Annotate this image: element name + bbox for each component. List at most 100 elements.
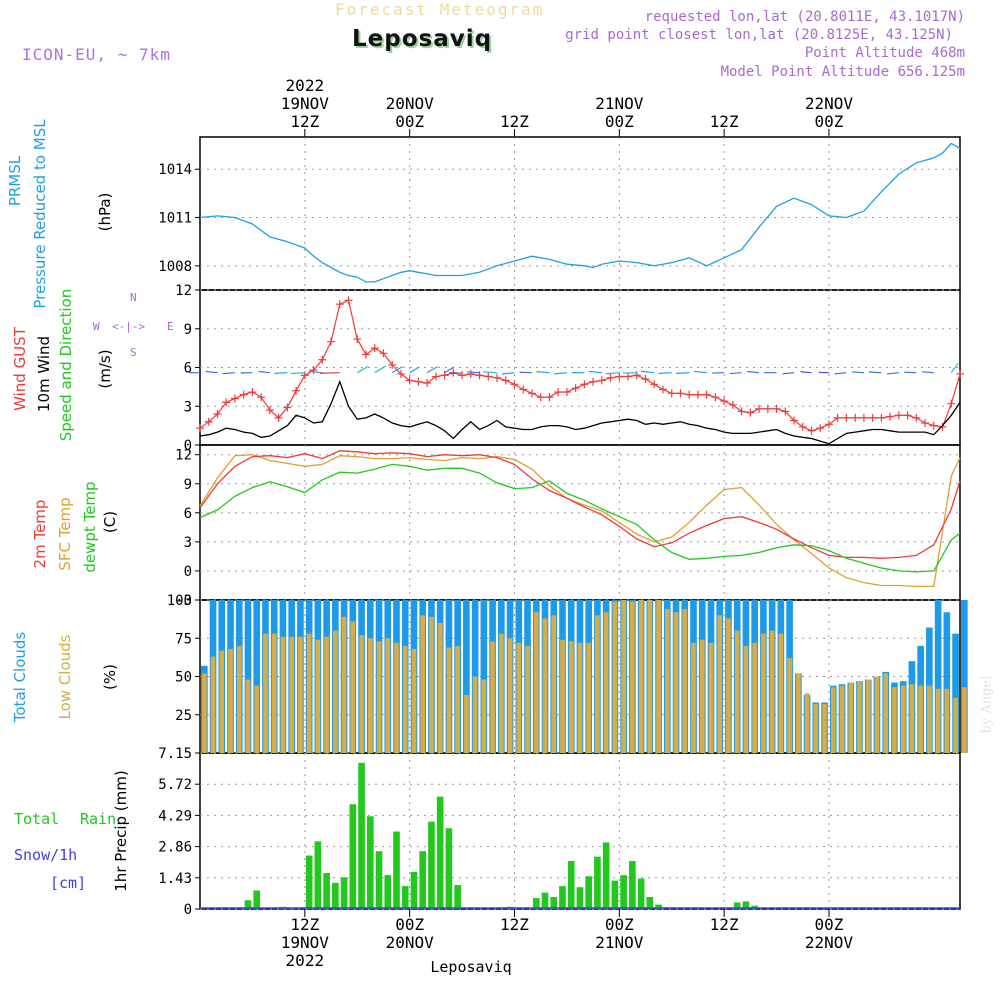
rain-bar [655,904,662,909]
wind-gust-point [327,337,336,346]
wind-gust-point [309,366,318,375]
wind-direction-arrow [868,371,882,374]
wind-gust-point [720,397,729,406]
low-cloud-bar [542,618,548,753]
y-tick-label: 2.86 [158,840,192,856]
wind-gust-point [449,368,458,377]
rain-bar [340,877,348,909]
wind-gust-point [763,404,772,413]
low-cloud-bar [647,600,653,753]
low-cloud-bar [664,609,670,753]
wind-gust-point [204,417,213,426]
wind-direction-arrow [449,372,463,375]
wind-direction-arrow [950,363,959,374]
low-cloud-bar [944,688,950,753]
total-cloud-bar [480,600,488,753]
top-day-label: 22NOV [805,94,854,113]
footer-location: Leposaviq [430,958,511,976]
rain-bar [436,796,444,909]
y-tick-label: 12 [175,448,192,464]
low-cloud-bar [927,685,932,753]
top-day-label: 19NOV [281,94,330,113]
bottom-hour-label: 12Z [290,915,319,934]
wind-gust-point [562,388,571,397]
wind-direction-arrow [729,372,742,375]
low-cloud-bar [708,642,714,753]
wind-gust-point [947,399,956,408]
wind-gust-point [728,400,737,409]
wind-gust-point [300,371,309,380]
wind-gust-point [361,350,370,359]
low-cloud-bar [420,615,426,753]
rain-bar [611,880,619,909]
wind-direction-arrow [290,372,305,375]
wind-direction-arrow [391,366,403,374]
wind-gust-point [667,389,676,398]
wind-gust-point [536,393,545,402]
requested-coords: requested lon,lat (20.8011E, 43.1017N) [644,9,965,25]
low-cloud-bar [455,645,460,753]
wind-gust-point [370,344,379,353]
wind-gust-point [265,406,274,415]
wind-direction-arrow [605,372,620,375]
rain-bar [253,890,261,909]
wind-gust-point [641,375,650,384]
low-cloud-bar [341,616,347,753]
low-cloud-bar [280,636,286,753]
low-cloud-bar [289,636,294,753]
low-cloud-bar [935,688,941,753]
y-tick-label: 50 [175,670,192,686]
low-cloud-bar [472,676,478,753]
wind-gust-point [388,360,397,369]
wind-gust-point [353,335,362,344]
low-cloud-bar [394,642,399,753]
wind-gust-point [790,416,799,425]
compass-east: E [167,320,174,333]
rain-bar [576,887,584,909]
model-point-altitude: Model Point Altitude 656.125m [720,64,965,80]
top-hour-label: 00Z [395,112,424,131]
low-cloud-bar [682,609,688,753]
rain-bar [585,876,593,909]
low-cloud-bar [298,636,303,753]
low-cloud-bar [804,693,810,753]
bottom-hour-label: 00Z [395,915,424,934]
low-cloud-bar [909,684,915,753]
wind-direction-arrow [676,372,690,374]
wind-direction-arrow [886,372,899,375]
y-tick-label: 7.15 [158,746,192,762]
low-cloud-bar [595,615,600,753]
low-cloud-bar [219,650,225,753]
rain-bar [532,898,540,909]
low-cloud-bar [499,633,504,753]
low-cloud-bar [254,685,260,753]
wind-gust-point [624,372,633,381]
rain-bar [602,842,610,909]
wind-gust-point [711,393,720,402]
grid-point-coords: grid point closest lon,lat (20.8125E, 43… [565,27,953,43]
low-cloud-bar [761,633,766,753]
rain-bar [559,886,566,909]
wind-gust-point [580,380,589,389]
wind-direction-arrow [409,366,420,374]
low-cloud-bar [796,673,801,753]
low-cloud-bar [962,687,967,753]
bottom-hour-label: 12Z [500,915,529,934]
wind-gust-point [746,408,755,417]
low-cloud-bar [892,687,897,753]
low-cloud-bar [874,676,880,753]
wind-gust-point [230,394,239,403]
wind-gust-point [423,379,432,387]
compass-north: N [130,291,137,304]
top-hour-label: 00Z [605,112,634,131]
low-cloud-bar [699,639,705,753]
total-label: Total [14,810,60,828]
low-cloud-bar [236,645,242,753]
wind-gust-point [676,389,685,398]
bottom-day-label: 21NOV [595,933,644,952]
rain-bar [393,831,400,909]
wind-direction-arrow [444,366,455,374]
wind-direction-arrow [834,372,847,375]
rain-bar [358,762,365,909]
low-cloud-bar [830,687,836,753]
